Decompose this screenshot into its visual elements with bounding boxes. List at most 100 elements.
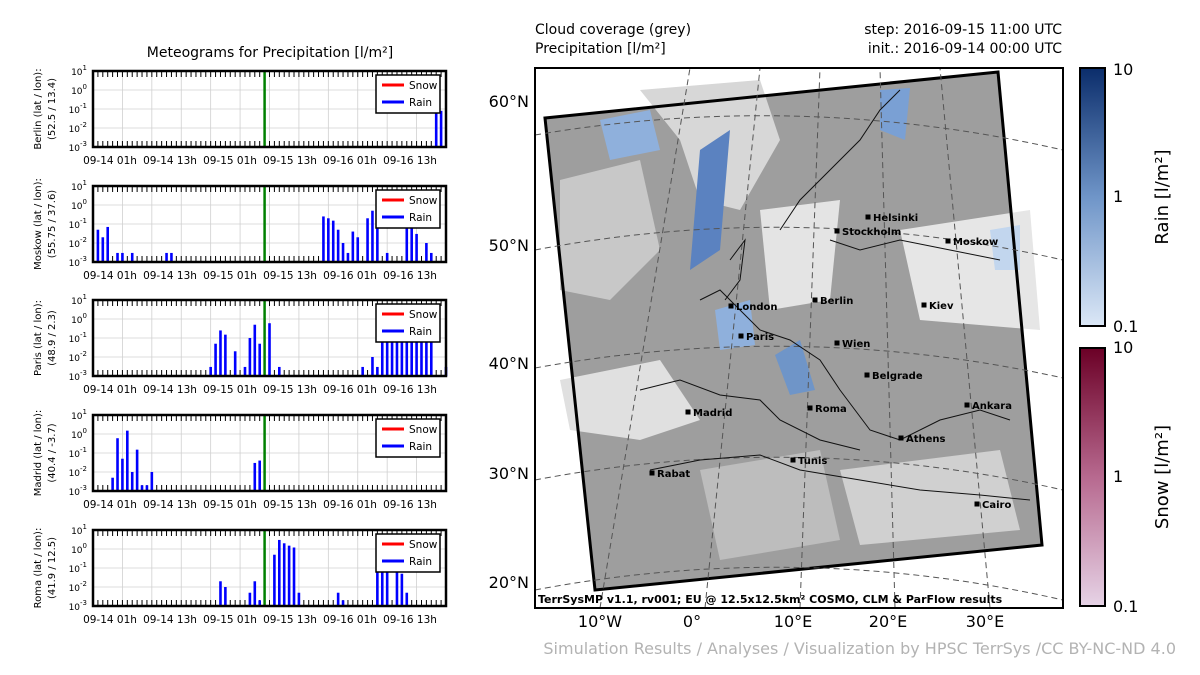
map-x-tick-label: 10°W bbox=[578, 612, 622, 631]
x-tick-label: 09-16 01h bbox=[323, 384, 377, 396]
rain-bar bbox=[351, 231, 355, 262]
y-tick-label: 100 bbox=[71, 83, 87, 97]
rain-bar bbox=[429, 252, 433, 262]
city-moskow: Moskow bbox=[945, 237, 998, 248]
rain-bar bbox=[439, 110, 443, 147]
rain-bar bbox=[273, 554, 276, 606]
y-tick-label: 10-1 bbox=[69, 102, 87, 116]
city-label: Ankara bbox=[972, 401, 1012, 412]
legend-box bbox=[375, 189, 441, 229]
city-stockholm: Stockholm bbox=[834, 227, 901, 238]
plot-frame bbox=[91, 298, 448, 378]
x-tick-label: 09-14 01h bbox=[83, 384, 137, 396]
y-tick-label: 10-1 bbox=[69, 331, 87, 345]
x-tick-label: 09-16 13h bbox=[383, 499, 437, 511]
city-berlin: Berlin bbox=[812, 296, 853, 307]
rain-bar bbox=[209, 366, 212, 376]
rain-bar bbox=[410, 225, 413, 262]
city-label: Roma bbox=[815, 404, 847, 415]
rain-bar bbox=[219, 330, 222, 376]
rain-bar bbox=[150, 472, 154, 491]
city-roma: Roma bbox=[807, 404, 847, 415]
city-marker bbox=[898, 435, 904, 441]
y-tick-label: 101 bbox=[71, 293, 87, 307]
city-tunis: Tunis bbox=[790, 456, 827, 467]
city-marker bbox=[728, 303, 734, 309]
map-cities: Helsinki Stockholm Moskow London Berlin Kiev P… bbox=[649, 213, 1012, 511]
rain-bar bbox=[145, 485, 149, 491]
rain-colorbar-label: Rain [l/m²] bbox=[1152, 149, 1173, 244]
map-x-tick-label: 20°E bbox=[869, 612, 907, 631]
legend-rain-label: Rain bbox=[409, 441, 432, 453]
city-label: Moskow bbox=[953, 237, 998, 248]
city-athens: Athens bbox=[898, 434, 946, 445]
y-tick-label: 101 bbox=[71, 523, 87, 537]
x-tick-label: 09-15 13h bbox=[263, 384, 317, 396]
rain-bar bbox=[385, 558, 389, 606]
map-header-left-1: Cloud coverage (grey) bbox=[535, 22, 691, 38]
y-tick-label: 10-1 bbox=[69, 217, 87, 231]
rain-bar bbox=[415, 332, 418, 376]
y-tick-label: 10-3 bbox=[69, 255, 87, 269]
station-coordinates: (40.4 / -3.7) bbox=[47, 423, 58, 482]
rain-bar bbox=[434, 110, 438, 147]
city-label: Berlin bbox=[820, 296, 853, 307]
y-tick-label: 101 bbox=[71, 408, 87, 422]
legend-snow-label: Snow bbox=[409, 80, 438, 92]
rain-bar bbox=[425, 338, 428, 376]
city-label: Rabat bbox=[657, 469, 690, 480]
city-label: Cairo bbox=[982, 500, 1011, 511]
city-marker bbox=[790, 457, 796, 463]
snow-tick-10: 10 bbox=[1113, 338, 1133, 357]
city-cairo: Cairo bbox=[974, 500, 1011, 511]
y-tick-label: 10-3 bbox=[69, 369, 87, 383]
y-tick-label: 100 bbox=[71, 427, 87, 441]
rain-bar bbox=[331, 220, 335, 262]
city-marker bbox=[921, 302, 927, 308]
plot-frame bbox=[91, 413, 448, 493]
rain-bar bbox=[322, 216, 325, 262]
map-frame bbox=[534, 67, 1064, 609]
station-label: Roma (lat / lon): bbox=[33, 528, 44, 609]
legend-rain-label: Rain bbox=[409, 212, 432, 224]
y-tick-label: 10-2 bbox=[69, 580, 87, 594]
city-label: London bbox=[736, 302, 778, 313]
rain-bar bbox=[336, 592, 340, 606]
rain-bar bbox=[361, 366, 364, 376]
rain-bar bbox=[376, 222, 379, 262]
rain-bar bbox=[400, 573, 404, 606]
city-marker bbox=[738, 333, 744, 339]
legend-box bbox=[375, 533, 441, 573]
rain-bar bbox=[130, 252, 134, 262]
x-tick-label: 09-14 13h bbox=[143, 384, 197, 396]
city-paris: Paris bbox=[738, 332, 774, 343]
x-tick-label: 09-14 13h bbox=[143, 155, 197, 167]
station-coordinates: (55.75 / 37.6) bbox=[47, 190, 58, 259]
rain-bar bbox=[425, 243, 428, 262]
rain-bar bbox=[243, 366, 247, 376]
y-tick-label: 100 bbox=[71, 312, 87, 326]
rain-bar bbox=[248, 592, 252, 606]
legend-rain-label: Rain bbox=[409, 97, 432, 109]
rain-bar bbox=[121, 458, 124, 491]
x-tick-label: 09-15 01h bbox=[203, 155, 257, 167]
y-tick-label: 10-3 bbox=[69, 599, 87, 613]
rain-bar bbox=[356, 237, 360, 262]
city-wien: Wien bbox=[834, 339, 870, 350]
map-x-tick-label: 10°E bbox=[774, 612, 812, 631]
y-tick-label: 101 bbox=[71, 64, 87, 78]
rain-bar bbox=[116, 438, 119, 491]
rain-bar bbox=[253, 462, 257, 491]
rain-bar bbox=[282, 543, 286, 606]
city-marker bbox=[945, 238, 951, 244]
city-label: Kiev bbox=[929, 301, 954, 312]
rain-bar bbox=[219, 581, 222, 606]
map-y-tick-label: 20°N bbox=[489, 573, 529, 592]
station-label: Berlin (lat / lon): bbox=[33, 68, 44, 149]
legend-rain-label: Rain bbox=[409, 326, 432, 338]
map-header-right-1: step: 2016-09-15 11:00 UTC bbox=[864, 22, 1062, 38]
city-label: Athens bbox=[906, 434, 946, 445]
rain-bar bbox=[420, 338, 423, 376]
city-rabat: Rabat bbox=[649, 469, 690, 480]
